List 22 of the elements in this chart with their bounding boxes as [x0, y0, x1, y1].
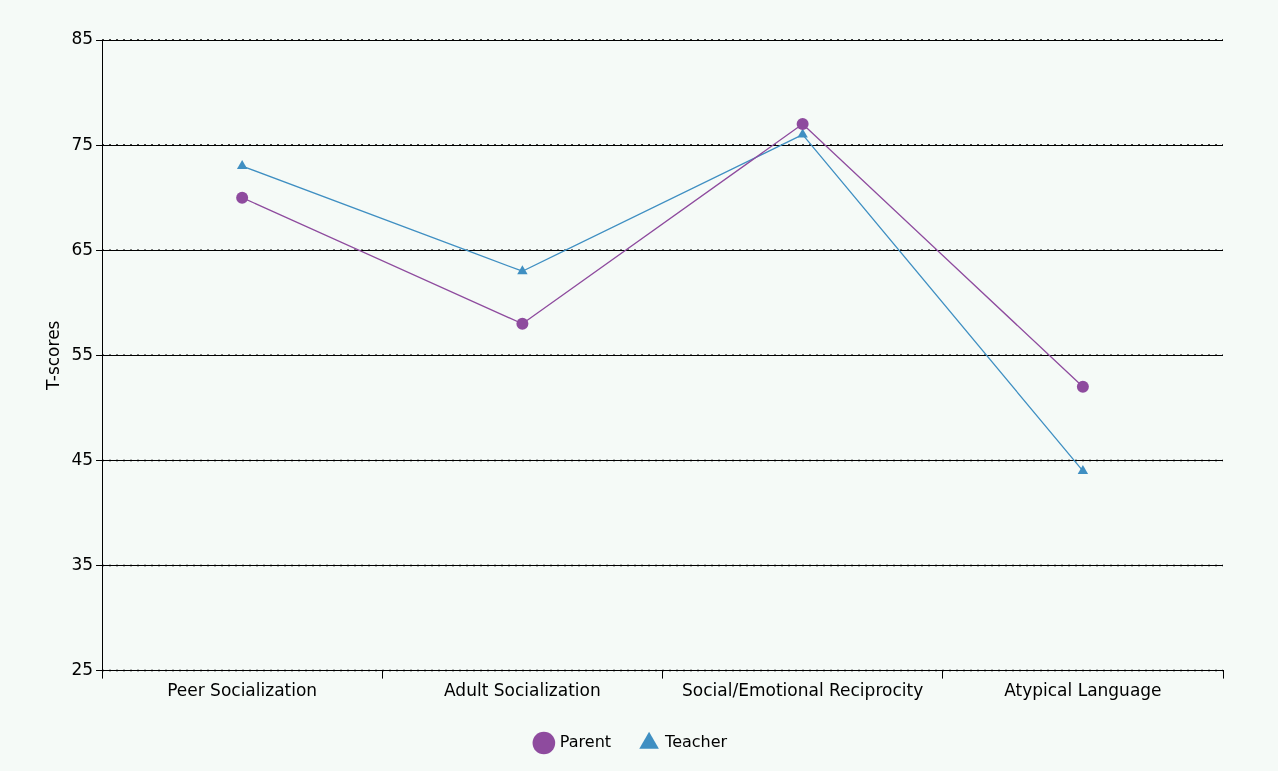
legend-label: Parent [559, 732, 612, 752]
point [236, 191, 249, 204]
y-tick-label: 45 [71, 448, 94, 469]
x-tick-label: Social/Emotional Reciprocity [682, 680, 924, 701]
x-tick-label: Peer Socialization [167, 680, 318, 701]
point [797, 128, 808, 138]
legend-label: Teacher [664, 732, 728, 752]
x-tick-label: Adult Socialization [444, 680, 601, 701]
y-tick-label: 35 [71, 553, 94, 574]
point [796, 118, 809, 131]
point [516, 317, 529, 330]
point [517, 265, 528, 275]
point [1077, 464, 1089, 474]
y-tick-label: 25 [71, 659, 94, 680]
point [1076, 380, 1089, 393]
y-axis-title: T-scores [42, 320, 63, 392]
x-tick-label: Atypical Language [1004, 680, 1162, 701]
y-tick-label: 85 [71, 28, 94, 49]
y-tick-label: 65 [71, 238, 94, 259]
point [236, 160, 248, 170]
y-tick-label: 55 [71, 343, 94, 364]
y-tick-label: 75 [71, 133, 94, 154]
